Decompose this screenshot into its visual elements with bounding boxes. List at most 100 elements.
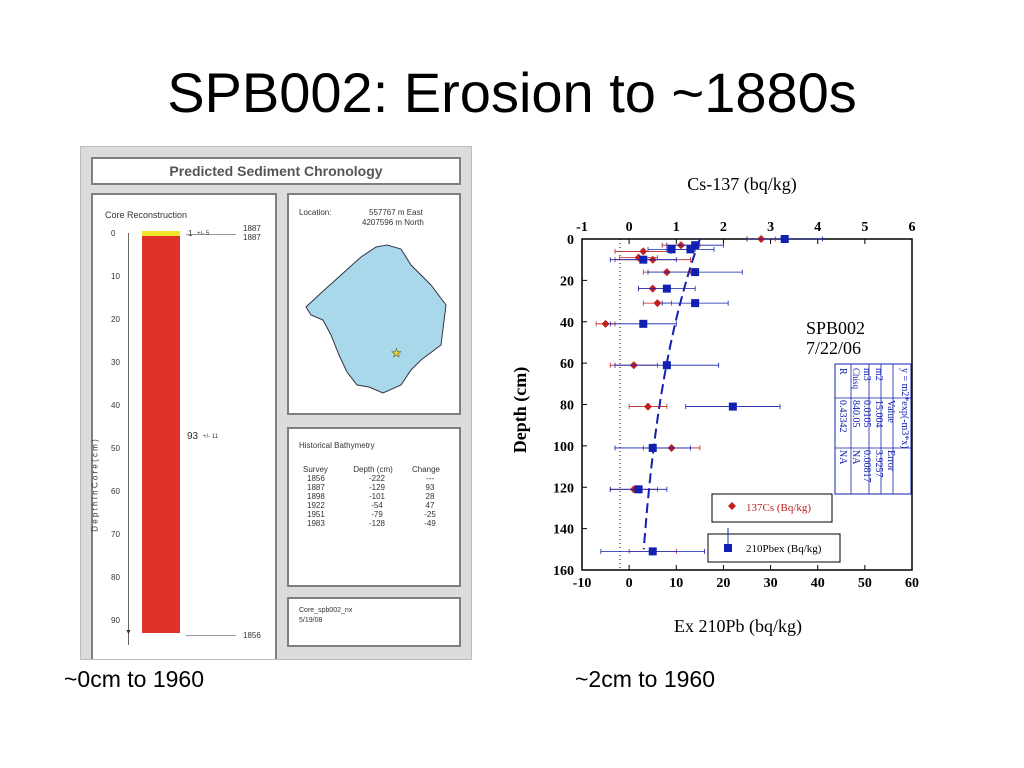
x-top-tick-label: 5 — [861, 220, 868, 235]
fit-row-value: 15.004 — [873, 400, 884, 428]
bathymetry-table: Survey Depth (cm) Change 1856 -222 --- 1… — [303, 465, 453, 528]
x-bottom-tick-label: -10 — [573, 576, 592, 591]
pb210-point — [728, 402, 737, 411]
bathymetry-row: 1856 -222 --- — [303, 474, 453, 483]
x-bottom-tick-label: 50 — [858, 576, 872, 591]
location-label: Location: — [299, 208, 332, 217]
bathymetry-cell: --- — [426, 474, 434, 483]
fit-header: Value — [885, 400, 896, 423]
top-date-1: 1887 — [243, 224, 261, 233]
x-top-tick-label: 3 — [767, 220, 774, 235]
core-tick-label: 10 — [111, 272, 120, 281]
core-top-divider — [186, 234, 236, 235]
bathymetry-cell: 28 — [425, 492, 435, 501]
legend-cs137-label: 137Cs (Bq/kg) — [746, 502, 811, 514]
bathymetry-row: 1983 -128 -49 — [303, 519, 453, 528]
chart-annotation-date: 7/22/06 — [806, 338, 861, 358]
radionuclide-profile-chart: Cs-137 (bq/kg) Ex 210Pb (bq/kg) Depth (c… — [510, 174, 919, 637]
pb210-point — [667, 245, 676, 254]
fit-curve — [642, 238, 701, 550]
cs137-point — [644, 402, 652, 411]
location-panel: Location: 557767 m East 4207596 m North … — [287, 193, 461, 415]
cs137-point — [601, 319, 610, 328]
figure-title: Predicted Sediment Chronology — [169, 163, 383, 179]
axis-ticks: -10 0 10 20 30 40 50 60-1 0 1 2 3 4 5 6020406080100120… — [553, 220, 919, 591]
footer-core-name: Core_spb002_nx — [299, 607, 353, 614]
footer-date: 5/19/08 — [299, 617, 323, 624]
bay-shape — [305, 244, 447, 394]
top-date-2: 1887 — [243, 233, 261, 242]
legend-pb210-label: 210Pbex (Bq/kg) — [746, 543, 822, 555]
pb210-point — [662, 284, 671, 293]
bathymetry-cell: 1922 — [307, 501, 325, 510]
fit-row-label: Chisq — [851, 368, 861, 390]
y-tick-label: 20 — [560, 274, 574, 289]
main-layer-error: +/- 11 — [203, 434, 219, 440]
bathymetry-cell: 47 — [425, 501, 435, 510]
legend-cs137-marker — [728, 502, 736, 510]
y-tick-label: 60 — [560, 357, 574, 372]
fit-row-value: 0.0105 — [861, 400, 872, 428]
pb210-point — [634, 485, 643, 494]
x-top-tick-label: 4 — [814, 220, 821, 235]
bathymetry-cell: 1983 — [307, 519, 325, 528]
x-bottom-tick-label: 10 — [669, 576, 683, 591]
fit-row-label: m3 — [861, 368, 872, 381]
x-bottom-tick-label: 20 — [716, 576, 730, 591]
core-bottom-divider — [186, 635, 236, 636]
bathymetry-row: 1922 -54 47 — [303, 501, 453, 510]
fit-row-value: 0.43342 — [837, 400, 848, 433]
top-layer-error: +/- 5 — [197, 231, 210, 237]
bathymetry-cell: -79 — [371, 510, 383, 519]
core-panel-title: Core Reconstruction — [105, 210, 188, 220]
bottom-date: 1856 — [243, 631, 261, 640]
core-chronology-figure: Predicted Sediment Chronology Core Recon… — [80, 146, 472, 660]
core-tick-label: 0 — [111, 229, 116, 238]
core-tick-label: 90 — [111, 616, 120, 625]
pb210-point — [639, 319, 648, 328]
fit-equation: y = m2*exp(-m3*x) — [899, 368, 910, 449]
bathymetry-cell: -49 — [424, 519, 436, 528]
bathymetry-cell: 93 — [425, 483, 435, 492]
x-bottom-tick-label: 40 — [811, 576, 825, 591]
chart-top-title: Cs-137 (bq/kg) — [687, 174, 797, 195]
core-axis-line — [128, 233, 129, 645]
location-north: 4207596 m North — [362, 218, 424, 227]
x-top-tick-label: -1 — [576, 220, 588, 235]
fit-row-label: R — [837, 368, 848, 375]
fit-curve-layer — [642, 238, 701, 550]
legend-pb210: 210Pbex (Bq/kg) — [707, 528, 841, 563]
cs137-point — [639, 247, 648, 256]
core-depth-axis-label: D e p t h I n C o r e ( c m ) — [90, 439, 100, 532]
bathymetry-cell: -129 — [368, 483, 385, 492]
x-top-tick-label: 6 — [909, 220, 916, 235]
bay-map: ★ — [305, 244, 447, 394]
x-bottom-tick-label: 30 — [764, 576, 778, 591]
fit-row-error: NA — [837, 450, 848, 465]
core-tick-label: 40 — [111, 401, 120, 410]
figure-title-box: Predicted Sediment Chronology — [91, 157, 461, 185]
core-top-layer — [142, 231, 180, 236]
fit-table-frame — [834, 363, 912, 495]
legend-cs137: 137Cs (Bq/kg) — [711, 493, 833, 523]
core-tick-label: 20 — [111, 315, 120, 324]
x-top-tick-label: 1 — [673, 220, 680, 235]
pb210-point — [648, 443, 657, 452]
core-main-layer — [142, 236, 180, 633]
core-tick-label: 50 — [111, 444, 120, 453]
pb210-point — [691, 241, 700, 250]
bathymetry-header: Change — [411, 465, 441, 474]
core-tick-label: 60 — [111, 487, 120, 496]
chart-x-label: Ex 210Pb (bq/kg) — [674, 616, 802, 637]
fit-header: Error — [885, 450, 896, 472]
y-tick-label: 160 — [553, 564, 574, 579]
core-tick-label: 30 — [111, 358, 120, 367]
footer-panel: Core_spb002_nx 5/19/08 — [287, 597, 461, 647]
main-layer-value: 93 — [187, 431, 199, 442]
core-reconstruction-panel: Core Reconstruction 1887 1887 1 +/- 5 93… — [91, 193, 277, 659]
x-top-tick-label: 0 — [626, 220, 633, 235]
fit-row-value: 840.05 — [850, 400, 861, 428]
pb210-point — [780, 235, 789, 243]
legend-pb210-marker — [724, 544, 732, 552]
y-tick-label: 40 — [560, 316, 574, 331]
